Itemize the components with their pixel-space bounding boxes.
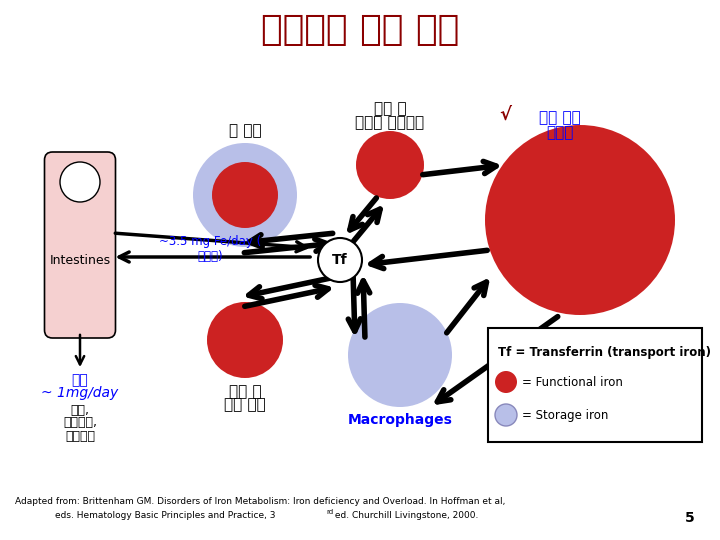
Text: Intestines: Intestines bbox=[50, 253, 111, 267]
Text: 기타 세포: 기타 세포 bbox=[224, 397, 266, 413]
Text: 대변,: 대변, bbox=[71, 403, 89, 416]
Text: Tf: Tf bbox=[332, 253, 348, 267]
Text: ~ 1mg/day: ~ 1mg/day bbox=[41, 386, 119, 400]
Text: 5: 5 bbox=[685, 511, 695, 525]
Text: ~3.5 mg Fe/day (: ~3.5 mg Fe/day ( bbox=[159, 235, 261, 248]
FancyBboxPatch shape bbox=[488, 328, 702, 442]
Text: = Functional iron: = Functional iron bbox=[522, 375, 623, 388]
Text: eds. Hematology Basic Principles and Practice, 3: eds. Hematology Basic Principles and Pra… bbox=[55, 511, 276, 520]
Circle shape bbox=[356, 131, 424, 199]
Text: Macrophages: Macrophages bbox=[348, 413, 452, 427]
Text: 점막세포: 점막세포 bbox=[65, 429, 95, 442]
Text: 성인에서 철의 분포: 성인에서 철의 분포 bbox=[261, 13, 459, 47]
Circle shape bbox=[318, 238, 362, 282]
Text: √: √ bbox=[499, 106, 511, 124]
Text: 간 세포: 간 세포 bbox=[229, 124, 261, 138]
Text: Tf = Transferrin (transport iron): Tf = Transferrin (transport iron) bbox=[498, 346, 711, 359]
Circle shape bbox=[495, 371, 517, 393]
Text: 순환 중의: 순환 중의 bbox=[539, 111, 581, 125]
Circle shape bbox=[207, 302, 283, 378]
Text: 최대량): 최대량) bbox=[197, 249, 222, 262]
Text: 피부세포,: 피부세포, bbox=[63, 416, 97, 429]
Text: ed. Churchill Livingstone, 2000.: ed. Churchill Livingstone, 2000. bbox=[332, 511, 478, 520]
Text: 근육 및: 근육 및 bbox=[229, 384, 261, 400]
Circle shape bbox=[485, 125, 675, 315]
FancyBboxPatch shape bbox=[45, 152, 115, 338]
Text: 적혈구: 적혈구 bbox=[546, 125, 574, 140]
Text: 골수 내: 골수 내 bbox=[374, 102, 406, 117]
Circle shape bbox=[348, 303, 452, 407]
Text: rd: rd bbox=[326, 509, 333, 515]
Text: 배설: 배설 bbox=[71, 373, 89, 387]
Circle shape bbox=[193, 143, 297, 247]
Text: 적혈구 전구세포: 적혈구 전구세포 bbox=[356, 116, 425, 131]
Circle shape bbox=[212, 162, 278, 228]
Text: Adapted from: Brittenham GM. Disorders of Iron Metabolism: Iron deficiency and O: Adapted from: Brittenham GM. Disorders o… bbox=[15, 497, 505, 506]
Circle shape bbox=[495, 404, 517, 426]
Circle shape bbox=[60, 162, 100, 202]
Text: = Storage iron: = Storage iron bbox=[522, 408, 608, 422]
